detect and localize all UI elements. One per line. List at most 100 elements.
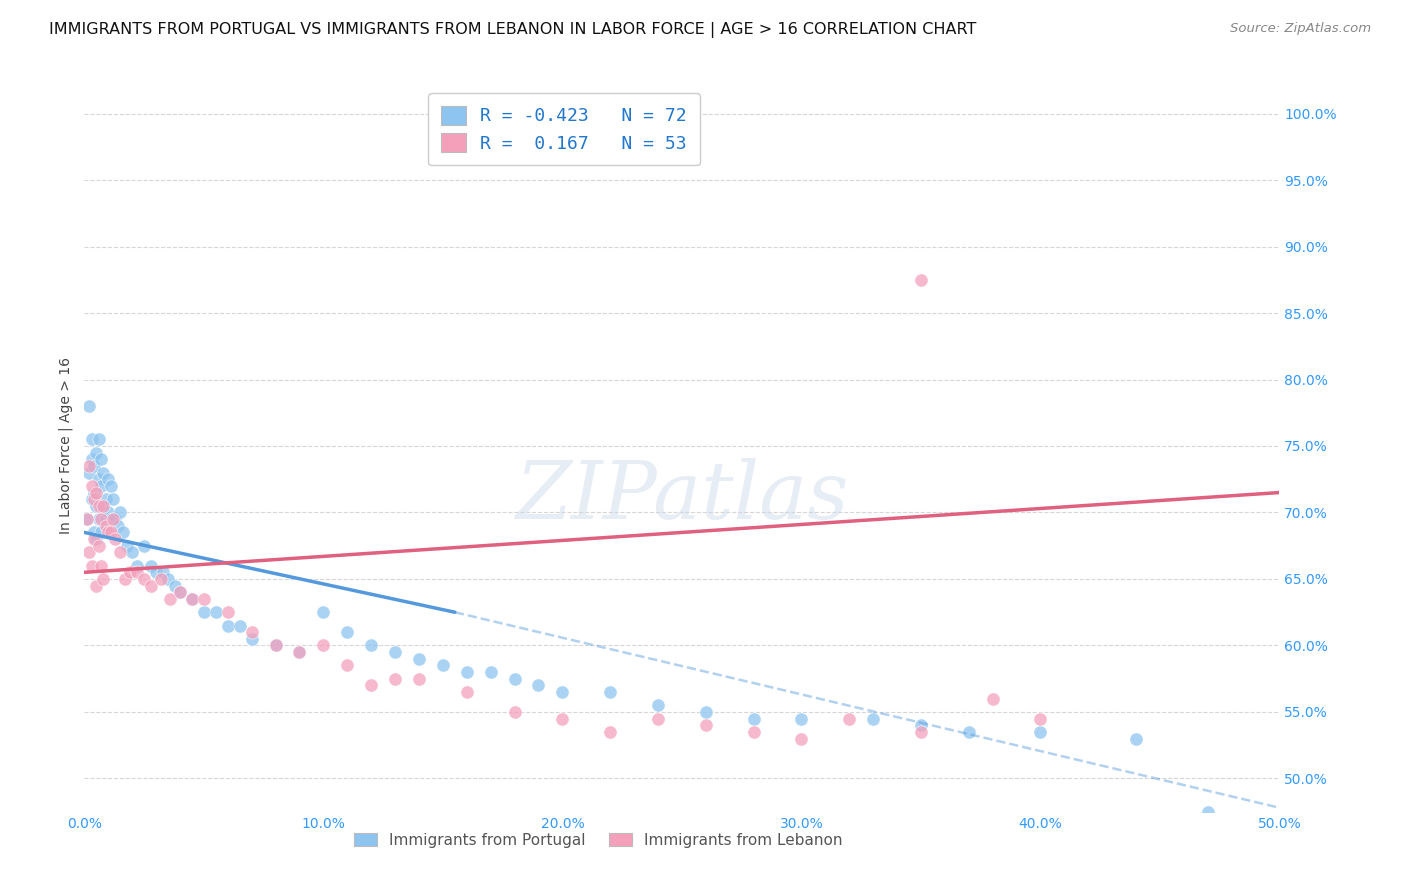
Point <box>90 512 112 526</box>
Point <box>114 572 136 586</box>
Point <box>862 712 884 726</box>
Point <box>141 579 163 593</box>
Point <box>90 558 112 573</box>
Point <box>77 545 100 559</box>
Point <box>408 652 430 666</box>
Point <box>264 639 287 653</box>
Point <box>76 512 98 526</box>
Point <box>336 625 359 640</box>
Point <box>599 685 621 699</box>
Point <box>87 472 110 486</box>
Point <box>551 685 574 699</box>
Point <box>90 525 112 540</box>
Point <box>312 639 335 653</box>
Point <box>838 712 860 726</box>
Point <box>910 273 932 287</box>
Point <box>599 725 621 739</box>
Point <box>97 472 120 486</box>
Y-axis label: In Labor Force | Age > 16: In Labor Force | Age > 16 <box>59 358 73 534</box>
Point <box>551 712 574 726</box>
Point <box>1125 731 1147 746</box>
Point <box>90 479 112 493</box>
Point <box>93 466 115 480</box>
Point <box>159 591 181 606</box>
Point <box>695 718 717 732</box>
Point <box>93 499 115 513</box>
Point <box>240 625 263 640</box>
Point <box>107 518 129 533</box>
Point <box>229 618 252 632</box>
Point <box>87 433 110 447</box>
Point <box>169 585 191 599</box>
Point <box>86 579 108 593</box>
Point <box>77 466 100 480</box>
Legend: Immigrants from Portugal, Immigrants from Lebanon: Immigrants from Portugal, Immigrants fro… <box>346 825 851 855</box>
Point <box>149 572 172 586</box>
Point <box>910 725 932 739</box>
Point <box>90 452 112 467</box>
Point <box>86 499 108 513</box>
Point <box>264 639 287 653</box>
Point <box>312 605 335 619</box>
Point <box>503 672 526 686</box>
Point <box>125 566 148 580</box>
Point <box>384 672 406 686</box>
Point <box>104 512 127 526</box>
Point <box>1029 725 1052 739</box>
Point <box>157 572 180 586</box>
Point <box>141 558 163 573</box>
Point <box>145 566 167 580</box>
Point <box>87 512 110 526</box>
Point <box>910 718 932 732</box>
Point <box>94 512 117 526</box>
Point <box>80 452 103 467</box>
Point <box>83 492 105 507</box>
Point <box>80 492 103 507</box>
Point <box>80 479 103 493</box>
Point <box>288 645 311 659</box>
Point <box>80 558 103 573</box>
Point <box>100 512 122 526</box>
Point <box>742 725 765 739</box>
Point <box>77 399 100 413</box>
Point <box>100 525 122 540</box>
Point <box>111 525 134 540</box>
Point <box>100 479 122 493</box>
Point <box>76 512 98 526</box>
Point <box>83 525 105 540</box>
Point <box>132 572 156 586</box>
Point <box>125 558 148 573</box>
Point <box>90 499 112 513</box>
Point <box>217 605 239 619</box>
Point <box>981 691 1004 706</box>
Point <box>169 585 191 599</box>
Point <box>83 485 105 500</box>
Point <box>336 658 359 673</box>
Point <box>110 506 132 520</box>
Point <box>101 492 124 507</box>
Point <box>790 731 813 746</box>
Point <box>456 665 478 679</box>
Point <box>503 705 526 719</box>
Point <box>695 705 717 719</box>
Point <box>193 605 215 619</box>
Point <box>957 725 980 739</box>
Point <box>118 566 141 580</box>
Point <box>101 512 124 526</box>
Point <box>384 645 406 659</box>
Point <box>456 685 478 699</box>
Point <box>80 433 103 447</box>
Point <box>110 545 132 559</box>
Point <box>87 499 110 513</box>
Point <box>1029 712 1052 726</box>
Point <box>527 678 550 692</box>
Point <box>86 445 108 459</box>
Point <box>93 499 115 513</box>
Point <box>647 698 669 713</box>
Point <box>97 525 120 540</box>
Point <box>205 605 228 619</box>
Point <box>360 678 382 692</box>
Point <box>104 532 127 546</box>
Point <box>1197 805 1219 819</box>
Point <box>408 672 430 686</box>
